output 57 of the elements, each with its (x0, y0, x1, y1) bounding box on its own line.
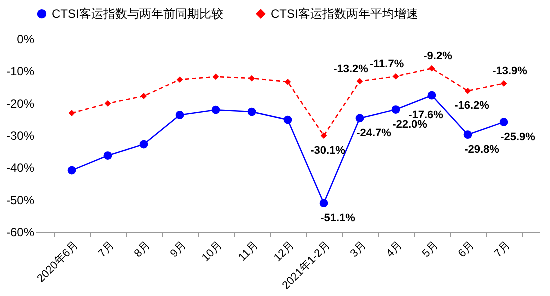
x-tick-label: 3月 (348, 240, 369, 260)
point (68, 110, 76, 116)
x-tick-label: 8月 (132, 240, 153, 260)
point (284, 78, 292, 86)
y-tick-label: -60% (6, 226, 35, 240)
legend-label: CTSI客运指数与两年前同期比较 (52, 7, 224, 22)
point (428, 91, 436, 100)
data-label: -22.0% (392, 118, 428, 131)
point (464, 88, 472, 94)
point (428, 65, 436, 72)
legend-label: CTSI客运指数两年平均增速 (271, 7, 418, 22)
point (392, 106, 400, 114)
x-tick-label: 6月 (456, 240, 477, 260)
data-label: -16.2% (454, 100, 490, 112)
point (356, 114, 364, 123)
point (140, 140, 148, 149)
y-tick-label: -50% (6, 193, 35, 208)
point (464, 130, 472, 140)
y-tick-label: -30% (6, 129, 35, 143)
point (68, 166, 76, 175)
point (500, 118, 508, 126)
point (140, 93, 148, 100)
point (104, 100, 112, 107)
point (248, 108, 256, 116)
point (392, 73, 400, 80)
data-label: -30.1% (310, 144, 346, 157)
x-tick-label: 10月 (200, 240, 225, 264)
data-label: -13.2% (334, 63, 369, 76)
data-label: -24.7% (356, 127, 392, 140)
y-tick-label: 0% (17, 32, 35, 46)
point (320, 199, 328, 208)
point (212, 106, 220, 114)
point (104, 152, 112, 160)
y-tick-label: -20% (6, 96, 35, 111)
point (284, 116, 292, 124)
x-tick-label: 12月 (272, 240, 297, 264)
point (356, 78, 364, 85)
x-tick-label: 9月 (168, 240, 189, 260)
data-label: -29.8% (464, 144, 500, 156)
y-tick-label: -10% (6, 64, 35, 79)
x-tick-label: 4月 (384, 240, 405, 260)
point (212, 74, 220, 80)
data-label: -13.9% (492, 66, 528, 78)
point (176, 111, 184, 120)
data-label: -11.7% (370, 58, 404, 71)
x-tick-label: 7月 (96, 240, 117, 260)
y-tick-label: -40% (6, 161, 35, 176)
data-label: -51.1% (320, 212, 356, 224)
x-tick-label: 5月 (420, 240, 441, 260)
point (500, 80, 508, 87)
data-label: -25.9% (500, 131, 536, 144)
point (320, 132, 328, 139)
x-tick-label: 7月 (492, 240, 513, 260)
x-tick-label: 11月 (236, 240, 261, 264)
data-label: -9.2% (424, 50, 453, 63)
point (176, 76, 184, 84)
point (248, 75, 256, 82)
